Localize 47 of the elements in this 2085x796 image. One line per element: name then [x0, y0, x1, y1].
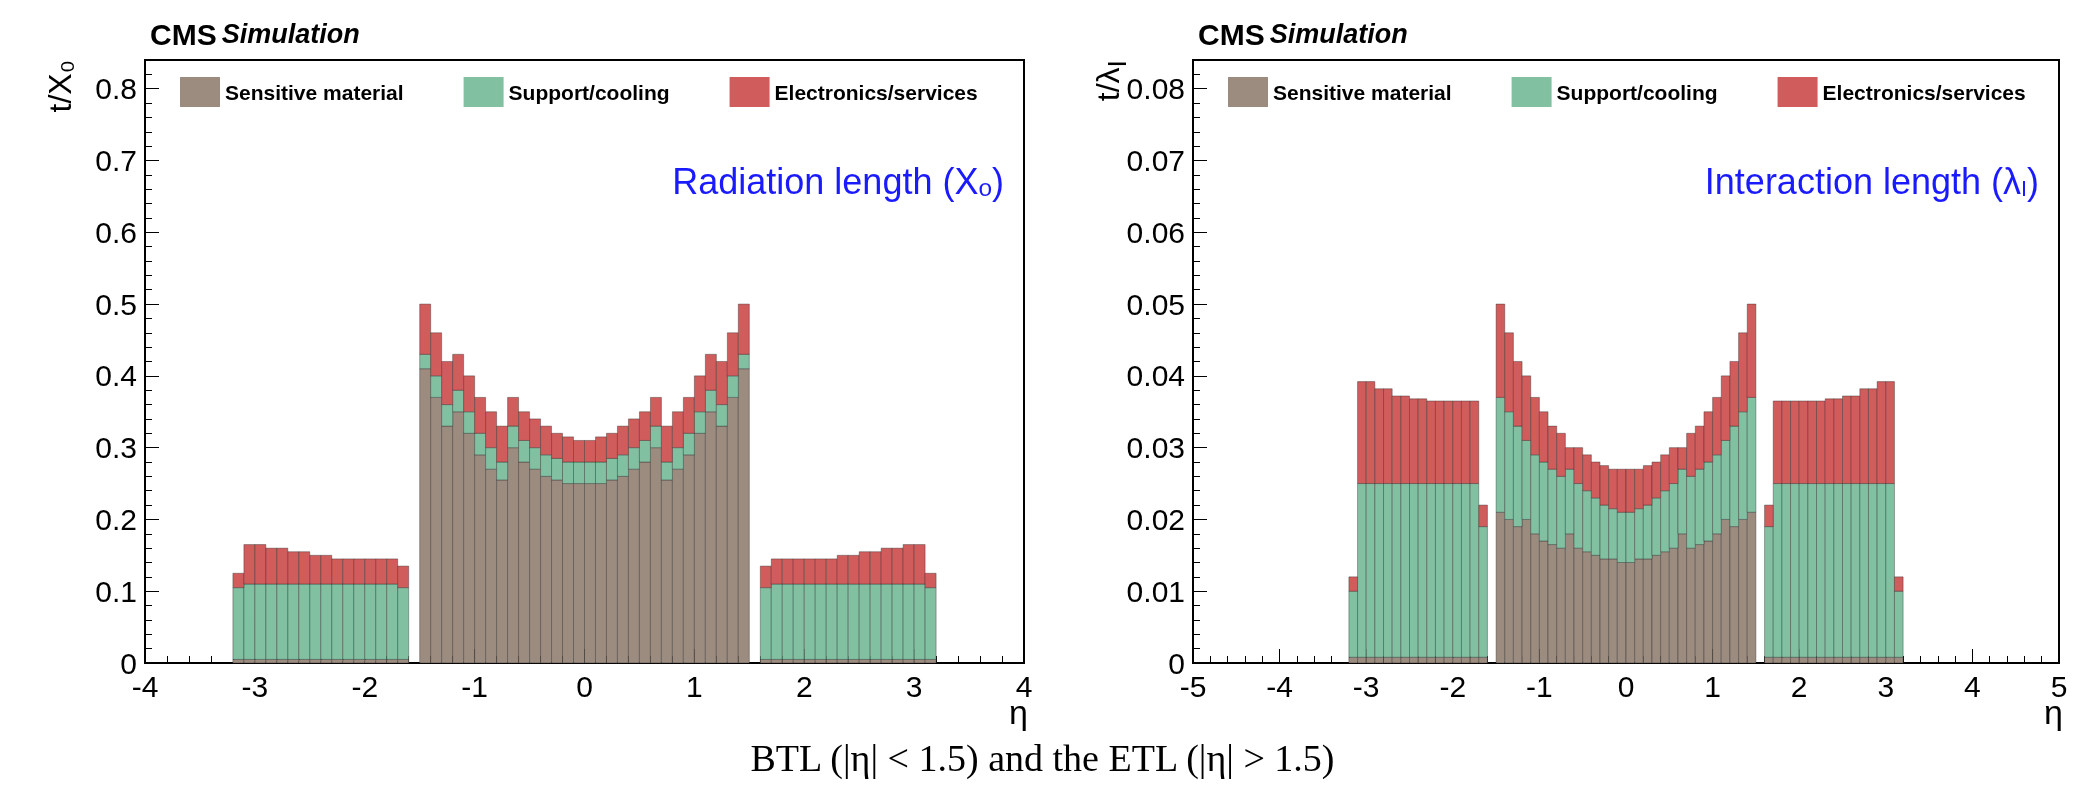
x-tick-label: 0 — [576, 669, 593, 703]
y-tick-label: 0.03 — [1126, 431, 1185, 465]
y-tick-label: 0.2 — [95, 502, 137, 536]
x-tick-label: 4 — [1964, 669, 1981, 703]
legend-label: Sensitive material — [225, 80, 404, 104]
y-axis-title: t/X₀ — [41, 60, 79, 113]
x-tick-label: 1 — [686, 669, 703, 703]
x-tick-label: 2 — [795, 669, 813, 703]
chart-subtitle: Simulation — [221, 19, 360, 49]
annotation: Radiation length (Xₒ) — [672, 160, 1005, 202]
x-tick-label: 3 — [1877, 669, 1895, 703]
y-tick-label: 0.7 — [95, 144, 137, 177]
legend-label: Sensitive material — [1273, 80, 1452, 104]
x-tick-label: -1 — [1526, 669, 1553, 703]
legend-label: Electronics/services — [1822, 80, 2026, 104]
y-tick-label: 0.01 — [1126, 574, 1185, 608]
y-tick-label: 0.3 — [95, 431, 137, 465]
chart-subtitle: Simulation — [1269, 19, 1408, 49]
y-tick-label: 0.07 — [1126, 144, 1185, 177]
y-tick-label: 0.8 — [95, 72, 137, 106]
x-tick-label: 2 — [1790, 669, 1808, 703]
y-tick-label: 0 — [120, 646, 137, 680]
x-tick-label: 0 — [1617, 669, 1635, 703]
x-tick-label: -1 — [461, 669, 488, 703]
y-tick-label: 0.06 — [1126, 215, 1185, 249]
x-tick-label: -3 — [241, 669, 269, 703]
y-tick-label: 0.02 — [1126, 502, 1185, 536]
x-tick-label: -4 — [1266, 669, 1293, 703]
y-tick-label: 0.04 — [1126, 359, 1185, 393]
y-tick-label: 0.6 — [95, 215, 137, 249]
chart-title: CMS — [1198, 17, 1265, 51]
y-tick-label: 0.1 — [95, 574, 137, 608]
x-tick-label: -2 — [1439, 669, 1467, 703]
text: BTL (|η| < 1.5) and the ETL (|η| > 1.5) — [749, 736, 1336, 781]
legend-label: Support/cooling — [508, 80, 670, 104]
legend-label: Electronics/services — [774, 80, 978, 104]
annotation: Interaction length (λI) — [1704, 160, 2040, 202]
y-tick-label: 0.5 — [95, 287, 137, 321]
y-tick-label: 0.4 — [95, 359, 137, 393]
chart-title: CMS — [150, 17, 217, 51]
x-tick-label: 3 — [905, 669, 923, 703]
y-tick-label: 0 — [1168, 646, 1185, 680]
x-tick-label: -2 — [351, 669, 379, 703]
y-tick-label: 0.05 — [1126, 287, 1185, 321]
legend-label: Support/cooling — [1556, 80, 1718, 104]
x-tick-label: 1 — [1704, 669, 1721, 703]
x-tick-label: -3 — [1352, 669, 1380, 703]
